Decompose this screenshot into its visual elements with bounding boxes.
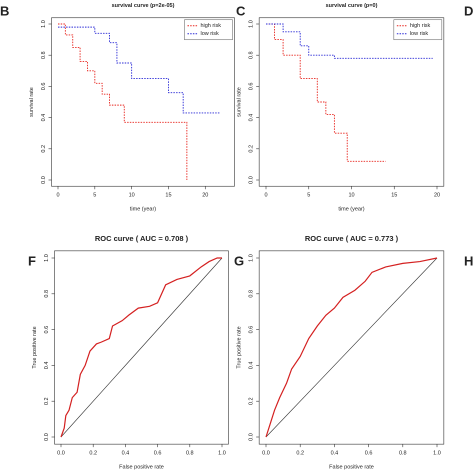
panel-letter: F bbox=[28, 253, 36, 268]
legend-label: high risk bbox=[410, 23, 431, 29]
x-tick-label: 5 bbox=[307, 193, 310, 199]
y-tick-label: 0.4 bbox=[249, 114, 255, 122]
y-tick-label: 1.0 bbox=[41, 20, 47, 28]
reference-diagonal bbox=[265, 257, 438, 438]
y-tick-label: 0.8 bbox=[249, 290, 255, 298]
y-axis-label: survival rate bbox=[237, 87, 243, 117]
chart-title: ROC curve ( AUC = 0.773 ) bbox=[305, 234, 399, 243]
plot-frame bbox=[51, 17, 235, 187]
x-tick-label: 0 bbox=[264, 193, 267, 199]
y-tick-label: 0.6 bbox=[249, 83, 255, 91]
y-tick-label: 0.4 bbox=[41, 114, 47, 122]
y-tick-label: 0.0 bbox=[41, 176, 47, 184]
chart-title: survival curve (p=0) bbox=[326, 3, 378, 9]
panel-letter: D bbox=[464, 3, 473, 18]
x-tick-label: 0.0 bbox=[262, 451, 270, 457]
x-tick-label: 5 bbox=[93, 193, 96, 199]
y-axis-label: True positive rate bbox=[237, 326, 243, 368]
y-tick-label: 0.2 bbox=[41, 145, 47, 153]
chart-title: survival curve (p=2e-05) bbox=[112, 3, 175, 9]
panel-letter: C bbox=[236, 3, 246, 18]
chart-title: ROC curve ( AUC = 0.708 ) bbox=[95, 234, 189, 243]
x-tick-label: 20 bbox=[202, 193, 208, 199]
x-tick-label: 0.0 bbox=[57, 451, 65, 457]
y-tick-label: 0.0 bbox=[44, 433, 50, 441]
x-tick-label: 0.8 bbox=[399, 451, 407, 457]
y-tick-label: 0.8 bbox=[249, 51, 255, 59]
y-tick-label: 0.8 bbox=[41, 51, 47, 59]
x-tick-label: 15 bbox=[165, 193, 171, 199]
y-axis-label: True positive rate bbox=[32, 326, 38, 368]
x-tick-label: 10 bbox=[348, 193, 354, 199]
x-tick-label: 0.6 bbox=[154, 451, 162, 457]
series-line bbox=[58, 23, 188, 180]
legend-label: low risk bbox=[410, 31, 429, 37]
x-axis-label: time (year) bbox=[338, 207, 364, 213]
legend-box bbox=[393, 19, 443, 41]
y-tick-label: 0.8 bbox=[44, 290, 50, 298]
panel-letter: B bbox=[0, 3, 9, 18]
x-axis-label: False positive rate bbox=[119, 465, 164, 471]
x-tick-label: 0.6 bbox=[365, 451, 373, 457]
x-tick-label: 0.2 bbox=[89, 451, 97, 457]
y-tick-label: 0.6 bbox=[249, 326, 255, 334]
x-tick-label: 0.4 bbox=[122, 451, 130, 457]
y-tick-label: 0.4 bbox=[249, 362, 255, 370]
y-tick-label: 0.2 bbox=[249, 145, 255, 153]
panel-letter: G bbox=[234, 253, 244, 268]
x-tick-label: 1.0 bbox=[218, 451, 226, 457]
y-tick-label: 0.6 bbox=[41, 83, 47, 91]
x-axis-label: False positive rate bbox=[329, 465, 374, 471]
x-tick-label: 0.8 bbox=[186, 451, 194, 457]
x-axis-label: time (year) bbox=[130, 207, 156, 213]
series-line bbox=[60, 257, 222, 438]
plot-frame bbox=[258, 17, 445, 187]
legend-label: low risk bbox=[200, 31, 219, 37]
x-tick-label: 0.4 bbox=[331, 451, 339, 457]
y-tick-label: 0.0 bbox=[249, 176, 255, 184]
y-axis-label: survival rate bbox=[29, 87, 35, 117]
x-tick-label: 1.0 bbox=[433, 451, 441, 457]
series-line bbox=[265, 257, 438, 438]
y-tick-label: 0.0 bbox=[249, 433, 255, 441]
y-tick-label: 0.2 bbox=[249, 397, 255, 405]
series-line bbox=[266, 23, 386, 162]
x-tick-label: 20 bbox=[434, 193, 440, 199]
legend-box bbox=[184, 19, 233, 41]
y-tick-label: 1.0 bbox=[249, 254, 255, 262]
x-tick-label: 15 bbox=[391, 193, 397, 199]
panel-letter: H bbox=[464, 253, 473, 268]
y-tick-label: 1.0 bbox=[249, 20, 255, 28]
x-tick-label: 10 bbox=[129, 193, 135, 199]
plot-frame bbox=[258, 250, 445, 445]
legend-label: high risk bbox=[200, 23, 221, 29]
y-tick-label: 0.4 bbox=[44, 362, 50, 370]
y-tick-label: 0.6 bbox=[44, 326, 50, 334]
x-tick-label: 0 bbox=[56, 193, 59, 199]
y-tick-label: 0.2 bbox=[44, 397, 50, 405]
series-line bbox=[266, 23, 433, 59]
x-tick-label: 0.2 bbox=[296, 451, 304, 457]
plot-frame bbox=[54, 250, 229, 445]
reference-diagonal bbox=[60, 257, 223, 438]
y-tick-label: 1.0 bbox=[44, 254, 50, 262]
